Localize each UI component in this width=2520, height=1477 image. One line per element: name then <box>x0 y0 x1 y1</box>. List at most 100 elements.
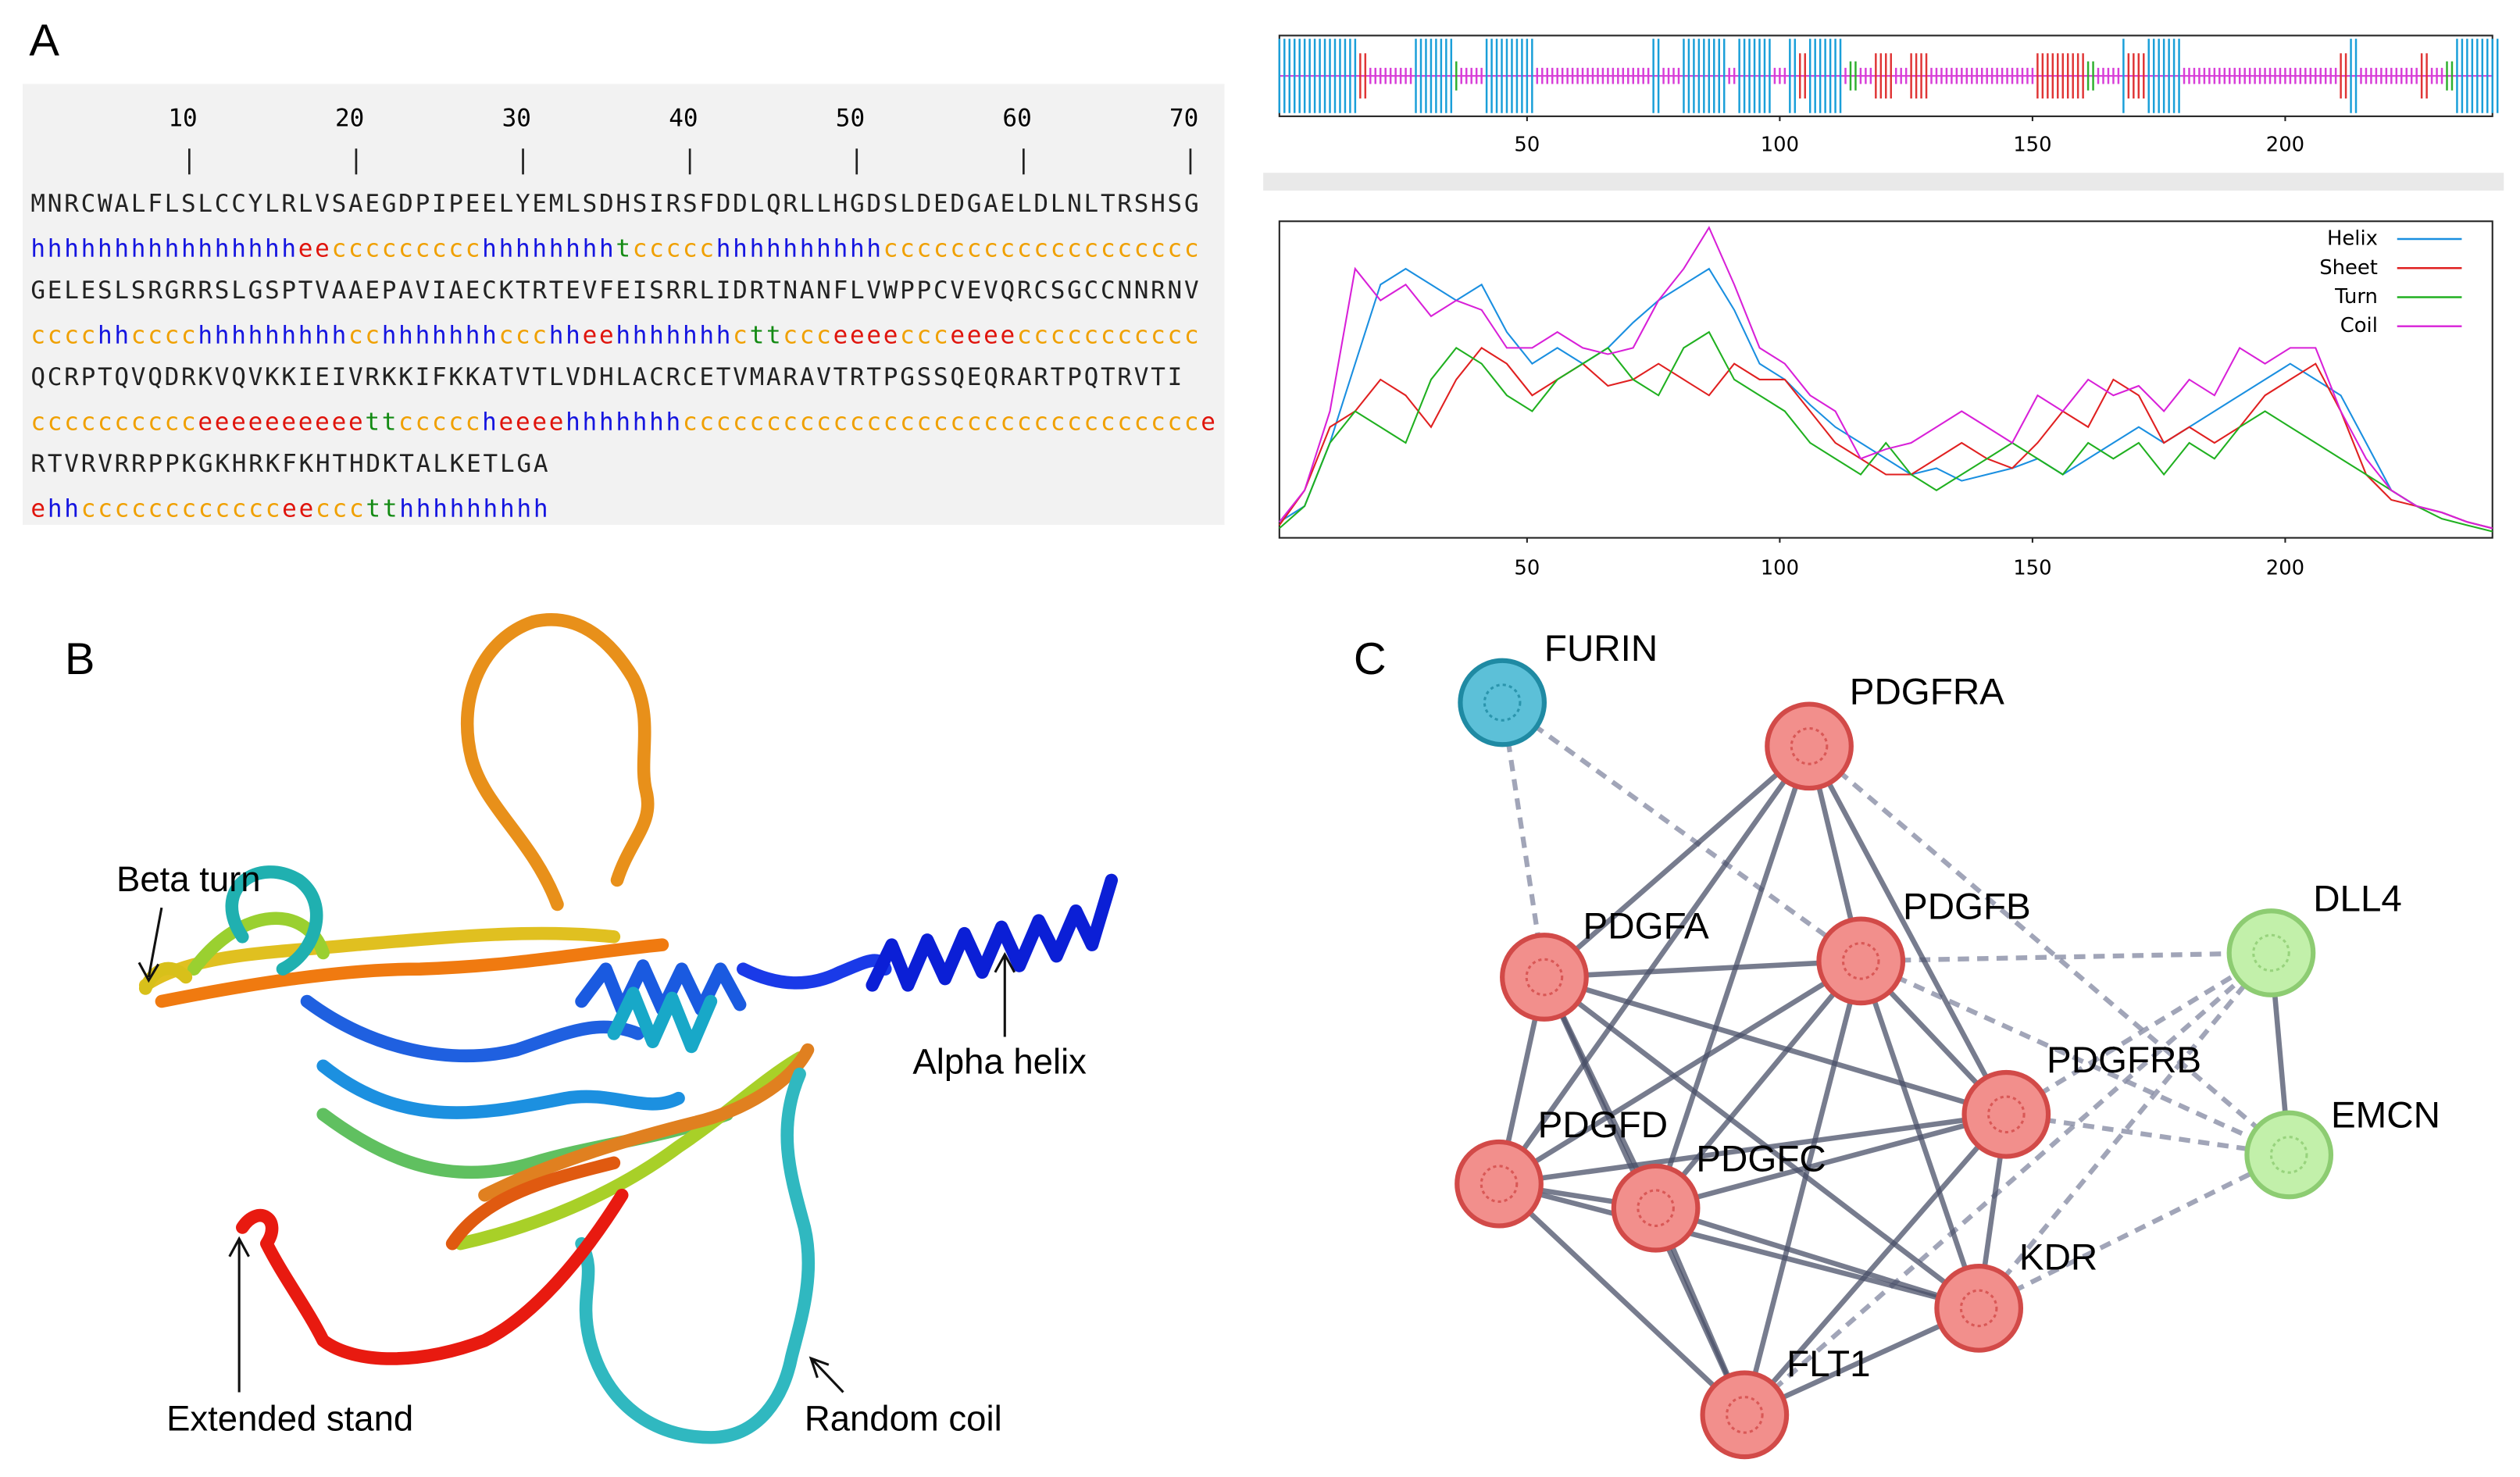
arrow <box>994 951 1016 1037</box>
line-chart: 50 100 150 200 Helix Sheet Turn Coil <box>1278 226 2493 580</box>
series-line <box>1278 347 2493 530</box>
ribbon <box>316 1059 685 1119</box>
x-tick-label: 200 <box>2266 134 2304 157</box>
edge <box>1654 959 1863 1210</box>
ribbon <box>155 938 669 1008</box>
structure-run: hhhhhhh <box>566 408 680 436</box>
ribbon <box>445 1156 621 1250</box>
node-structure <box>1790 727 1829 765</box>
node <box>2226 908 2316 997</box>
ribbon <box>300 994 645 1062</box>
ruler-label: 70 <box>1169 105 1198 133</box>
edge <box>1861 950 2272 964</box>
residue-line: RTVRVRRPPKGKHRKFKHTHDKTALKETLGA <box>30 450 548 478</box>
node-structure <box>1726 1396 1764 1434</box>
structure-run: ccccccccccccccccccc <box>883 234 1199 262</box>
structure-run: e <box>1201 408 1215 436</box>
track-chart: 50 100 150 200 <box>1278 38 2499 157</box>
edge <box>2004 951 2273 1117</box>
x-tick-label: 200 <box>2266 556 2304 580</box>
structure-run: hhhhhhhhh <box>399 494 548 523</box>
random-coil <box>575 1067 816 1444</box>
node-structure <box>1480 1165 1519 1203</box>
edge <box>1497 744 1811 1186</box>
annotation: Extended stand <box>166 1399 413 1439</box>
edge <box>1807 744 2009 1116</box>
edge <box>1498 1111 2007 1186</box>
edge <box>1501 700 1863 963</box>
node <box>1611 1163 1701 1253</box>
node-structure <box>2269 1136 2308 1174</box>
node <box>2244 1110 2334 1200</box>
node-label: PDGFD <box>1538 1104 1668 1146</box>
ribbon <box>454 1051 806 1250</box>
structure-run: ccccccccccc <box>1017 321 1199 349</box>
x-tick-label: 50 <box>1514 556 1540 580</box>
edge <box>1542 975 1981 1311</box>
node-structure <box>1525 958 1564 997</box>
structure-run: hhhhhhh <box>616 321 730 349</box>
alpha-helix <box>866 873 1119 992</box>
node <box>1455 1139 1544 1229</box>
ruler-label: 50 <box>836 105 865 133</box>
structure-run: ccccc <box>633 234 714 262</box>
structure-run: hhhhhhhhh <box>198 321 346 349</box>
node <box>1700 1370 1790 1460</box>
series-line <box>1279 267 2493 530</box>
legend-label: Helix <box>2327 227 2378 251</box>
structure-run: ccc <box>783 321 830 349</box>
arrow <box>137 907 163 983</box>
panel-label: A <box>29 16 59 66</box>
node-label: PDGFRA <box>1850 672 2004 713</box>
annotation: Random coil <box>805 1399 1002 1439</box>
edge <box>1653 745 1812 1209</box>
edge <box>1497 1182 1747 1417</box>
node-structure <box>2252 933 2290 972</box>
edge <box>1742 960 1864 1416</box>
node-structure <box>1959 1289 1998 1328</box>
x-tick-label: 100 <box>1761 556 1799 580</box>
structure-run: c <box>733 321 748 349</box>
edge <box>1497 958 1862 1186</box>
ribbon <box>478 1043 815 1202</box>
panel-label: B <box>65 634 95 684</box>
ruler-label: 10 <box>168 105 197 133</box>
protein-structure <box>138 613 1119 1444</box>
edge <box>1743 951 2273 1417</box>
structure-run: ccccccccccccccccccccccccccccccc <box>683 408 1199 436</box>
structure-line: e hh cccccccccccc ee ccc tt hhhhhhhhh <box>30 494 548 523</box>
node-structure <box>1483 683 1522 722</box>
structure-run: ccccccccc <box>332 234 480 262</box>
node-structure <box>1637 1189 1675 1228</box>
series-line <box>1279 330 2493 533</box>
edge <box>1654 1205 1980 1311</box>
node-label: PDGFA <box>1583 906 1709 947</box>
structure-line: cccccccccc eeeeeeeeee tt ccccc h eeee hhhhhhh c… <box>30 408 1215 436</box>
node <box>1816 916 1906 1006</box>
node-structure <box>1987 1095 2026 1134</box>
structure-line: cccc hh cccc hhhhhhhhh cc hhhhhhh ccc hh ee hhhhh… <box>30 321 1198 349</box>
legend-label: Coil <box>2340 314 2378 337</box>
panel-label: C <box>1354 634 1387 684</box>
node <box>1458 658 1547 747</box>
beta-turn <box>138 961 193 995</box>
node-label: EMCN <box>2331 1094 2440 1136</box>
structure-run: ccc <box>316 494 364 523</box>
separator <box>1263 173 2504 191</box>
node <box>1500 933 1589 1022</box>
edge <box>1498 1181 1979 1311</box>
node-label: KDR <box>2019 1236 2097 1278</box>
node <box>1961 1069 2051 1159</box>
node-label: PDGFB <box>1903 887 2031 928</box>
edge <box>1654 1111 2008 1211</box>
structure-run: h <box>482 408 497 436</box>
node-label: PDGFC <box>1696 1138 1826 1179</box>
node <box>1765 701 1854 791</box>
legend-label: Sheet <box>2319 256 2378 280</box>
line-frame <box>1278 220 2493 539</box>
network: FURIN PDGFRA PDGFA PDGFB DLL4 PDGFRB EMCN PDGFD… <box>1455 628 2440 1460</box>
arrow <box>808 1356 844 1393</box>
x-tick-label: 150 <box>2013 134 2051 157</box>
